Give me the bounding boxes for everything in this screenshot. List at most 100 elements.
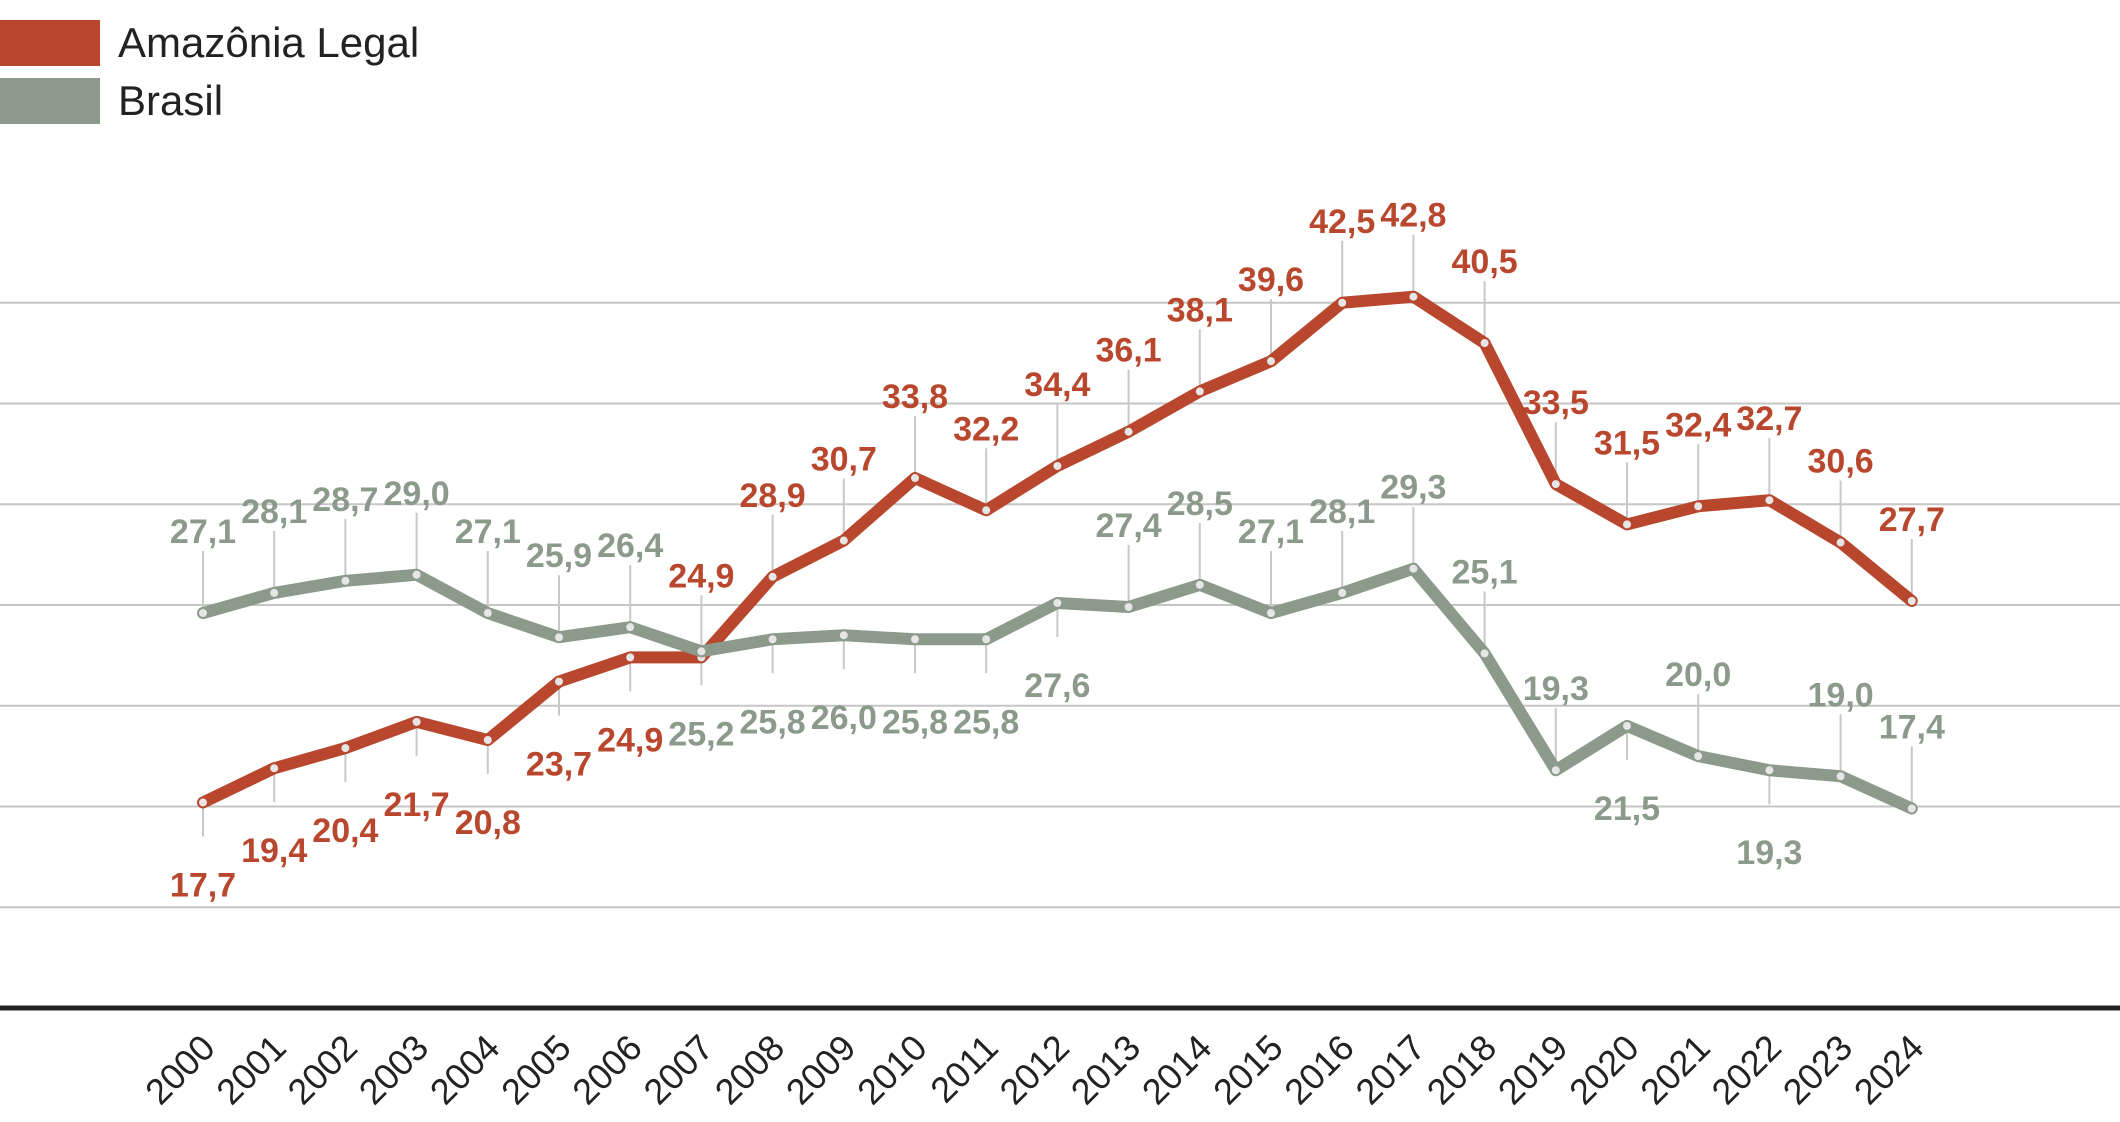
data-label: 20,0 [1665, 656, 1731, 694]
data-label: 28,1 [241, 493, 307, 531]
data-point [555, 677, 563, 686]
data-point [1623, 520, 1631, 529]
x-tick-label: 2008 [707, 1027, 793, 1113]
data-point [768, 635, 777, 644]
data-point [412, 570, 421, 579]
x-tick-label: 2009 [778, 1027, 864, 1113]
data-point [270, 588, 279, 597]
data-point [1409, 292, 1418, 301]
data-label: 28,5 [1167, 485, 1233, 523]
x-tick-label: 2019 [1490, 1027, 1576, 1113]
data-label: 38,1 [1167, 291, 1233, 329]
data-label: 27,1 [1238, 513, 1304, 551]
data-point [199, 609, 207, 618]
data-point [1267, 357, 1275, 366]
data-point [1195, 387, 1204, 396]
legend-label-brasil: Brasil [118, 77, 224, 124]
data-label: 36,1 [1096, 332, 1162, 370]
x-tick-label: 2022 [1703, 1027, 1789, 1113]
data-point [626, 653, 635, 662]
data-label: 25,1 [1452, 553, 1518, 591]
data-label: 34,4 [1024, 366, 1090, 404]
data-point [1053, 461, 1062, 470]
data-label: 29,0 [384, 475, 450, 513]
data-point [982, 506, 991, 515]
gridlines [0, 301, 2120, 909]
data-label: 30,6 [1808, 443, 1874, 481]
legend-label-amazonia: Amazônia Legal [118, 19, 420, 66]
data-label: 25,8 [740, 703, 806, 741]
data-point [1053, 598, 1062, 607]
data-label: 24,9 [597, 721, 663, 759]
data-point [1907, 596, 1916, 605]
data-label: 30,7 [811, 441, 877, 479]
data-point [1338, 588, 1347, 597]
data-label: 33,5 [1523, 384, 1589, 422]
x-tick-label: 2013 [1063, 1027, 1149, 1113]
data-label: 21,7 [384, 786, 450, 824]
x-tick-label: 2023 [1775, 1027, 1861, 1113]
data-label: 21,5 [1594, 790, 1660, 828]
data-label: 27,6 [1024, 667, 1090, 705]
data-label: 42,8 [1380, 197, 1446, 235]
data-point [626, 623, 635, 632]
x-tick-label: 2007 [635, 1027, 721, 1113]
x-tick-label: 2011 [922, 1027, 1006, 1111]
data-label: 23,7 [526, 746, 592, 784]
x-tick-label: 2024 [1846, 1027, 1932, 1113]
data-point [341, 576, 350, 585]
data-point [1836, 772, 1845, 781]
data-point [1195, 580, 1204, 589]
data-point [697, 647, 706, 656]
data-label: 40,5 [1452, 243, 1518, 281]
data-point [1551, 480, 1560, 489]
data-label: 25,9 [526, 537, 592, 575]
series-lines [197, 290, 1918, 815]
data-label: 19,4 [241, 832, 307, 870]
data-point [270, 764, 279, 773]
data-label: 39,6 [1238, 261, 1304, 299]
x-tick-label: 2021 [1632, 1027, 1718, 1113]
data-label: 26,4 [597, 527, 663, 565]
data-label: 19,3 [1736, 834, 1802, 872]
data-label: 19,3 [1523, 670, 1589, 708]
data-label: 26,0 [811, 699, 877, 737]
data-point [1907, 804, 1916, 813]
legend-item-brasil: Brasil [0, 72, 419, 130]
x-tick-label: 2001 [208, 1027, 294, 1113]
x-tick-label: 2006 [564, 1027, 650, 1113]
data-label: 29,3 [1380, 469, 1446, 507]
legend-swatch-brasil [0, 78, 100, 124]
data-point [1124, 427, 1133, 436]
x-tick-label: 2010 [849, 1027, 935, 1113]
data-label: 25,8 [882, 703, 948, 741]
data-point [1409, 564, 1418, 573]
data-label: 31,5 [1594, 424, 1660, 462]
data-point [911, 635, 919, 644]
data-label: 28,7 [312, 481, 378, 519]
data-label: 27,1 [170, 513, 236, 551]
data-point [911, 474, 919, 483]
legend: Amazônia Legal Brasil [0, 14, 419, 130]
x-tick-label: 2016 [1276, 1027, 1362, 1113]
data-point [1765, 496, 1774, 505]
data-label: 27,7 [1879, 501, 1945, 539]
legend-item-amazonia: Amazônia Legal [0, 14, 419, 72]
data-point [768, 572, 777, 581]
data-point [1836, 538, 1845, 547]
x-tick-label: 2012 [991, 1027, 1077, 1113]
data-point [483, 609, 492, 618]
data-label: 17,7 [170, 866, 236, 904]
data-label: 33,8 [882, 378, 948, 416]
data-label: 24,9 [668, 557, 734, 595]
data-point [839, 631, 848, 640]
x-tick-label: 2000 [137, 1027, 223, 1113]
data-labels: 17,719,420,421,7 20,823,724,924,928,930,7… [170, 197, 1945, 905]
data-label: 32,2 [953, 410, 1019, 448]
data-point [555, 633, 563, 642]
data-point [1480, 649, 1489, 658]
data-label: 19,0 [1808, 676, 1874, 714]
data-point [1338, 298, 1347, 307]
data-label: 27,1 [455, 513, 521, 551]
